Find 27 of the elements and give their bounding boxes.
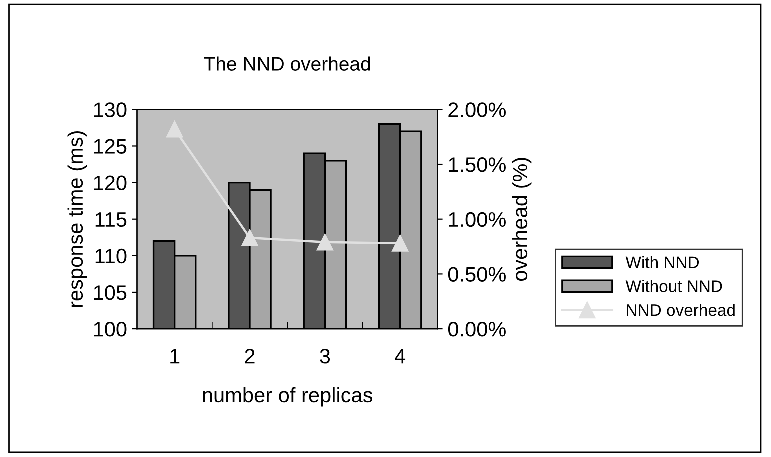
x-tick-label: 2 [245, 349, 255, 364]
y-tick-label: 120 [94, 176, 127, 191]
legend-label: NND overhead [627, 304, 735, 316]
point [166, 121, 184, 138]
x-tick-label: 3 [320, 349, 330, 364]
y2-tick-label: 0.00% [448, 322, 506, 337]
legend-label: With NND [626, 256, 700, 268]
legend-label: Without NND [626, 280, 722, 292]
y-tick-label: 110 [96, 248, 127, 264]
x-tick-label: 1 [170, 349, 180, 364]
y2-tick-label: 1.00% [449, 212, 506, 228]
x-axis-title: number of replicas [203, 387, 373, 407]
point [242, 230, 258, 246]
point [316, 234, 334, 251]
y2-tick-label: 1.50% [449, 158, 506, 172]
y-tick-label: 130 [94, 102, 127, 118]
y-tick-label: 105 [94, 285, 127, 300]
y-tick-label: 125 [94, 139, 127, 154]
y-axis-title: response time (ms) [68, 132, 88, 308]
y2-tick-label: 2.00% [448, 102, 506, 118]
x-tick-label: 4 [395, 349, 406, 364]
y-tick-label: 115 [96, 212, 127, 228]
y2-axis-title: overhead (%) [512, 158, 532, 282]
y2-tick-label: 0.50% [448, 267, 506, 282]
chart-title: The NND overhead [204, 56, 370, 71]
y-tick-label: 100 [94, 322, 127, 337]
point [392, 235, 409, 252]
